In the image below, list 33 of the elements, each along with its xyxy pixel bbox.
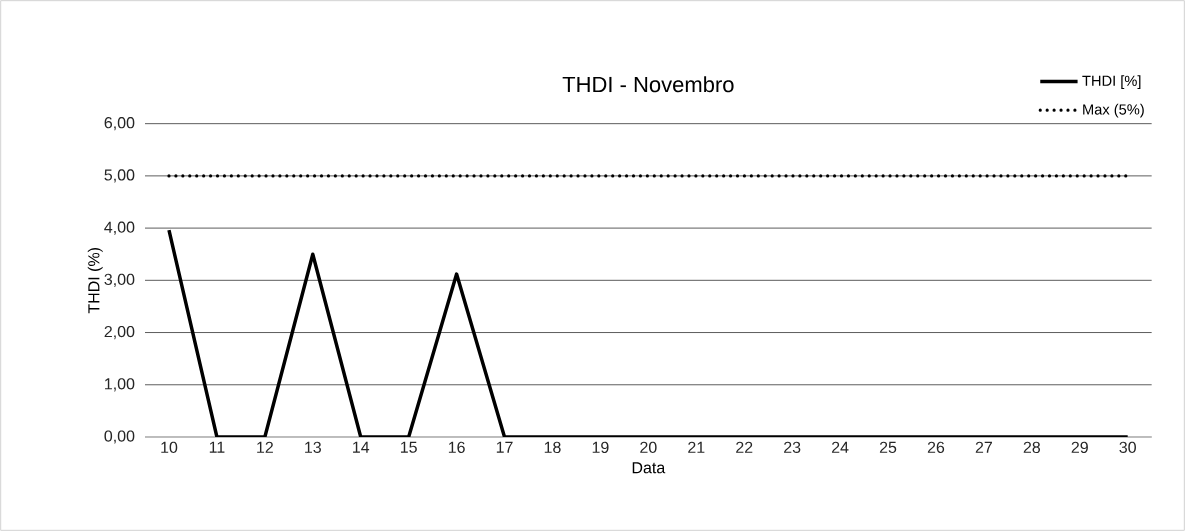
x-tick-label: 24 bbox=[831, 441, 849, 453]
y-tick-label: 6,00 bbox=[104, 117, 135, 131]
x-tick-label: 14 bbox=[353, 441, 370, 453]
legend-label: THDI [%] bbox=[1082, 75, 1141, 89]
x-tick-label: 19 bbox=[592, 441, 609, 454]
x-tick-label: 30 bbox=[1119, 441, 1136, 454]
y-axis-title: THDI (%) bbox=[87, 248, 103, 314]
x-tick-label: 20 bbox=[640, 441, 657, 454]
x-tick-label: 16 bbox=[448, 441, 465, 454]
x-tick-label: 17 bbox=[496, 441, 513, 453]
x-axis-title: Data bbox=[632, 462, 666, 474]
x-tick-label: 23 bbox=[784, 441, 801, 454]
x-tick-label: 25 bbox=[879, 441, 897, 454]
x-tick-label: 18 bbox=[544, 441, 561, 454]
y-tick-label: 0,00 bbox=[104, 430, 135, 444]
y-tick-label: 2,00 bbox=[104, 325, 135, 340]
legend-label: Max (5%) bbox=[1083, 103, 1144, 118]
x-tick-label: 22 bbox=[736, 441, 753, 453]
chart-title: THDI - Novembro bbox=[562, 76, 734, 93]
x-tick-label: 29 bbox=[1071, 441, 1088, 454]
y-tick-label: 1,00 bbox=[105, 378, 135, 392]
x-tick-label: 10 bbox=[161, 441, 178, 454]
x-tick-label: 11 bbox=[209, 441, 225, 453]
x-tick-label: 12 bbox=[257, 441, 273, 453]
y-tick-label: 4,00 bbox=[104, 221, 135, 235]
x-tick-label: 27 bbox=[975, 441, 992, 453]
x-tick-label: 21 bbox=[688, 441, 705, 453]
x-tick-label: 28 bbox=[1023, 441, 1041, 454]
y-tick-label: 5,00 bbox=[104, 169, 135, 183]
x-tick-label: 26 bbox=[927, 441, 945, 454]
x-tick-label: 13 bbox=[305, 441, 321, 454]
y-tick-label: 3,00 bbox=[104, 273, 135, 287]
x-tick-label: 15 bbox=[400, 441, 417, 453]
